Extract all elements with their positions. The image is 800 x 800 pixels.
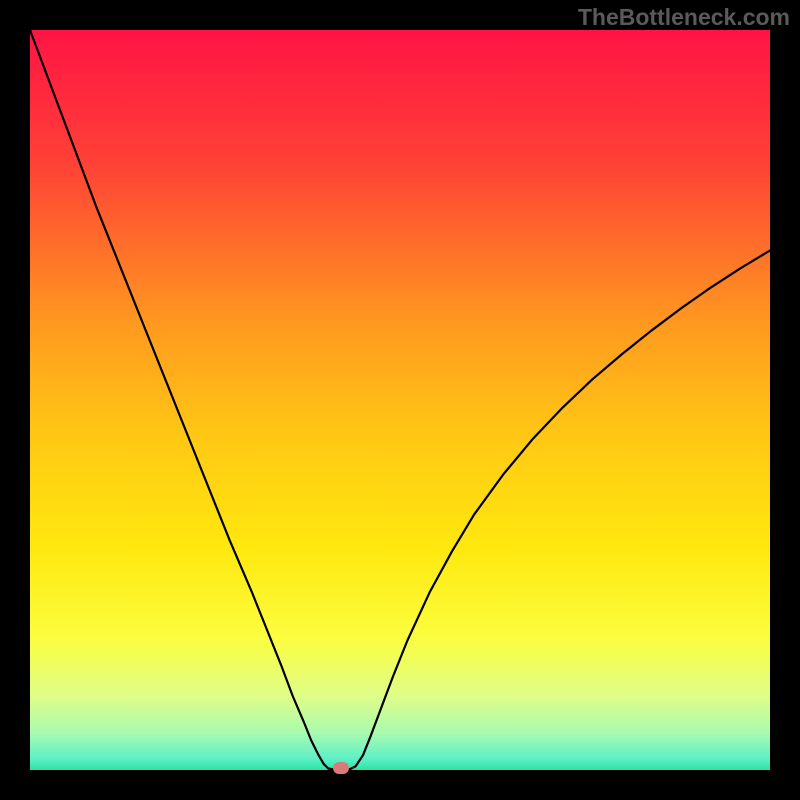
plot-area <box>30 30 770 770</box>
gradient-background <box>30 30 770 770</box>
chart-canvas: TheBottleneck.com <box>0 0 800 800</box>
optimum-marker <box>333 762 349 774</box>
watermark-text: TheBottleneck.com <box>578 4 790 31</box>
